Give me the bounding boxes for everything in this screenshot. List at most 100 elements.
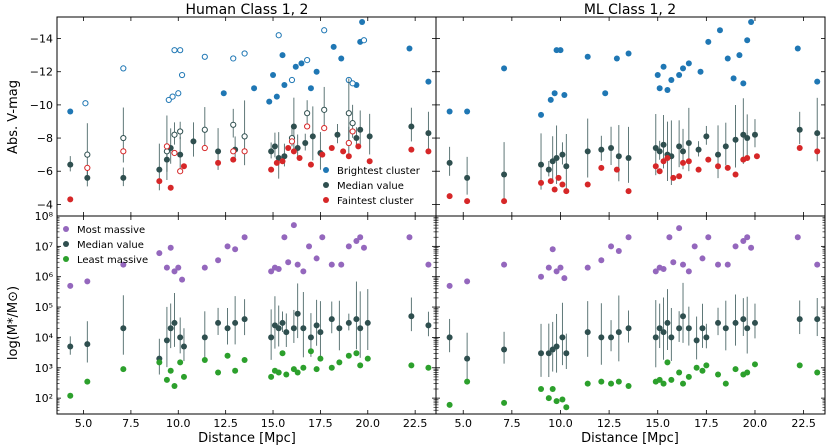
y-tick-label: 10⁷	[35, 240, 53, 253]
data-point	[501, 65, 508, 72]
y-axis-label-mag: Abs. V-mag	[6, 80, 21, 154]
data-point	[306, 243, 313, 250]
data-point	[814, 78, 821, 85]
data-point	[408, 123, 415, 130]
data-point	[744, 37, 751, 44]
data-point	[685, 60, 692, 67]
legend-label: Brightest cluster	[337, 166, 421, 177]
data-point	[753, 153, 760, 160]
data-point	[336, 325, 343, 332]
data-point	[676, 369, 683, 376]
data-point	[680, 380, 687, 387]
data-point	[167, 367, 174, 374]
data-point	[156, 250, 163, 257]
legend-label: Most massive	[77, 225, 145, 236]
data-point	[169, 93, 176, 100]
data-point	[715, 319, 722, 326]
data-point	[215, 319, 222, 326]
data-point	[744, 135, 751, 142]
y-tick-label: 10³	[35, 362, 53, 375]
data-point	[751, 131, 758, 138]
data-point	[751, 319, 758, 326]
data-point	[549, 246, 556, 253]
data-point	[549, 385, 556, 392]
data-point	[180, 163, 187, 170]
x-axis-label-left: Distance [Mpc]	[198, 431, 296, 445]
data-point	[598, 164, 605, 171]
y-tick-label: −6	[37, 165, 53, 178]
data-point	[307, 334, 314, 341]
y-tick-label: −10	[30, 99, 53, 112]
data-point	[349, 80, 356, 87]
data-point	[290, 325, 297, 332]
data-point	[317, 355, 324, 362]
data-point	[120, 325, 127, 332]
data-point	[625, 234, 632, 241]
data-point	[355, 143, 362, 150]
data-point	[84, 341, 91, 348]
data-point	[281, 234, 288, 241]
data-point	[266, 98, 273, 105]
data-point	[177, 151, 184, 158]
data-point	[680, 313, 687, 320]
data-point	[328, 261, 335, 268]
data-point	[241, 148, 248, 155]
data-point	[697, 68, 704, 75]
data-point	[744, 154, 751, 161]
data-point	[201, 357, 208, 364]
data-point	[224, 352, 231, 359]
data-point	[357, 325, 364, 332]
data-point	[680, 261, 687, 268]
data-point	[317, 329, 324, 336]
x-tick-label: 5.0	[75, 417, 93, 430]
data-point	[559, 151, 566, 158]
data-point	[215, 148, 222, 155]
plot-area: −4 −6 −8 −10 −12 −14 Brightest cluster Median v…	[30, 16, 826, 430]
data-point	[814, 369, 821, 376]
data-point	[275, 265, 282, 272]
data-point	[685, 140, 692, 147]
data-point	[345, 243, 352, 250]
data-point	[501, 198, 508, 205]
data-point	[814, 261, 821, 268]
data-point	[180, 343, 187, 350]
data-point	[538, 179, 545, 186]
data-point	[676, 143, 683, 150]
data-point	[171, 47, 178, 54]
data-point	[660, 63, 667, 70]
data-point	[680, 159, 687, 166]
data-point	[345, 319, 352, 326]
data-point	[652, 334, 659, 341]
data-point	[561, 275, 568, 282]
data-point	[563, 188, 570, 195]
data-point	[177, 359, 184, 366]
data-point	[163, 337, 170, 344]
data-point	[613, 166, 620, 173]
data-point	[271, 143, 278, 150]
data-point	[501, 346, 508, 353]
x-axis-label-right: Distance [Mpc]	[581, 431, 679, 445]
data-point	[425, 130, 432, 137]
data-point	[359, 18, 366, 25]
data-point	[660, 380, 667, 387]
data-point	[555, 174, 562, 181]
data-point	[608, 243, 615, 250]
data-point	[275, 32, 282, 39]
data-point	[313, 366, 320, 373]
data-point	[425, 78, 432, 85]
data-point	[724, 164, 731, 171]
data-point	[664, 154, 671, 161]
data-point	[268, 373, 275, 380]
data-point	[549, 158, 556, 165]
data-point	[328, 316, 335, 323]
data-point	[744, 234, 751, 241]
x-tick-label: 20.0	[356, 417, 381, 430]
data-point	[425, 322, 432, 329]
y-tick-label: 10²	[35, 392, 53, 405]
series-least-massive	[67, 348, 432, 399]
y-tick-label: −14	[30, 33, 53, 46]
data-point	[685, 268, 692, 275]
panel-human-mass: 10² 10³ 10⁴ 10⁵ 10⁶ 10⁷ 10⁸ 5.0 7.5 10.0 12.5 15.0 1…	[35, 210, 437, 430]
data-point	[241, 357, 248, 364]
data-point	[670, 259, 677, 266]
